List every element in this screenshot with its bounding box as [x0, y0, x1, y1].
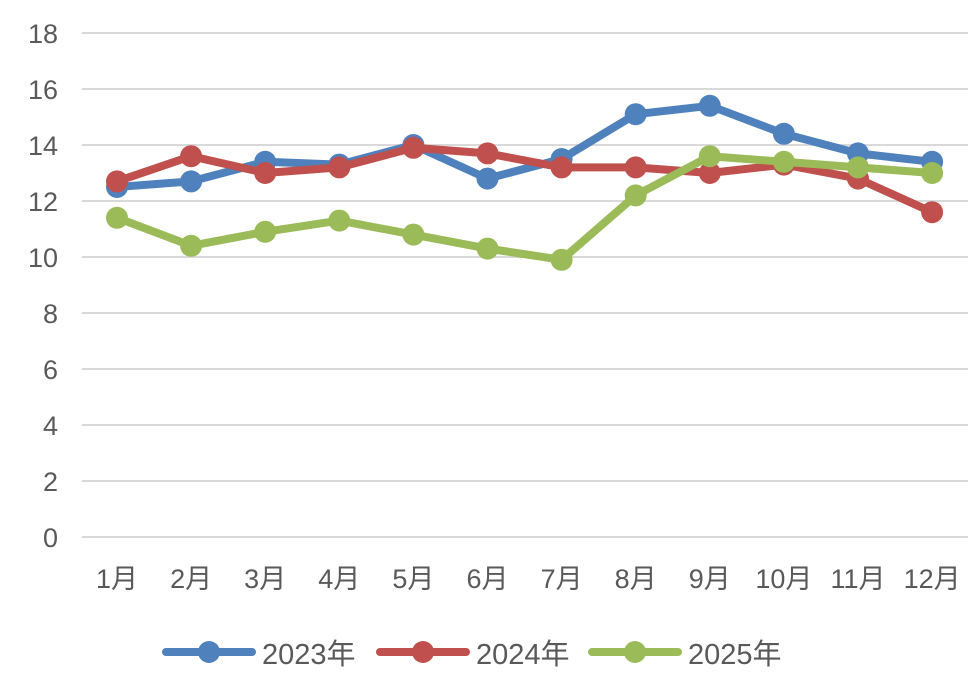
data-point — [698, 145, 721, 168]
legend-marker — [198, 641, 220, 663]
legend-marker — [624, 641, 646, 663]
x-tick-label: 5月 — [392, 564, 434, 594]
legend-label: 2024年 — [476, 638, 570, 671]
data-point — [624, 156, 647, 179]
x-tick-label: 3月 — [244, 564, 286, 594]
y-tick-label: 6 — [43, 355, 58, 385]
y-tick-label: 12 — [28, 187, 58, 217]
x-tick-label: 9月 — [689, 564, 731, 594]
data-point — [847, 156, 869, 179]
series-line — [113, 101, 937, 191]
series-1 — [106, 94, 944, 198]
x-tick-label: 2月 — [170, 564, 212, 594]
legend-label: 2025年 — [688, 638, 782, 671]
legend-marker — [412, 641, 434, 663]
data-point — [476, 167, 499, 190]
series-2 — [106, 136, 944, 224]
data-point — [772, 122, 795, 145]
y-tick-label: 16 — [28, 75, 58, 105]
x-tick-label: 8月 — [615, 564, 657, 594]
series-line — [113, 152, 937, 264]
x-tick-label: 1月 — [96, 564, 138, 594]
data-point — [624, 184, 647, 207]
data-point — [402, 223, 425, 246]
legend-item: 2023年 — [162, 638, 356, 671]
data-point — [402, 136, 425, 159]
series-lines — [106, 94, 944, 271]
data-point — [328, 209, 351, 232]
legend-label: 2023年 — [262, 638, 356, 671]
y-tick-label: 4 — [43, 411, 58, 441]
series-3 — [106, 145, 944, 271]
data-point — [476, 237, 499, 260]
y-tick-label: 0 — [43, 523, 58, 553]
data-point — [180, 234, 203, 257]
data-point — [106, 170, 128, 193]
y-tick-label: 8 — [43, 299, 58, 329]
data-point — [328, 156, 351, 179]
data-point — [550, 156, 573, 179]
data-point — [254, 162, 277, 184]
y-tick-label: 2 — [43, 467, 58, 497]
x-tick-label: 12月 — [904, 564, 961, 594]
data-point — [550, 248, 573, 271]
x-tick-label: 6月 — [466, 564, 508, 594]
x-tick-label: 4月 — [318, 564, 360, 594]
data-point — [698, 94, 721, 117]
y-tick-label: 10 — [28, 243, 58, 273]
data-point — [698, 162, 721, 184]
legend-item: 2024年 — [376, 638, 570, 671]
legend-item: 2025年 — [588, 638, 782, 671]
x-tick-label: 7月 — [541, 564, 583, 594]
data-point — [106, 206, 128, 229]
data-point — [921, 201, 944, 224]
data-point — [254, 220, 277, 243]
series-line — [113, 143, 937, 217]
y-tick-label: 18 — [28, 19, 58, 49]
x-tick-label: 10月 — [755, 564, 812, 594]
data-point — [624, 103, 647, 126]
data-point — [772, 150, 795, 173]
y-tick-label: 14 — [28, 131, 58, 161]
x-axis-tick-labels: 1月 2月 3月 4月 5月 6月 7月 8月 9月 10月 11月 12月 — [96, 564, 961, 594]
data-point — [180, 145, 203, 168]
y-axis-tick-labels: 0 2 4 6 8 10 12 14 16 18 — [28, 19, 58, 553]
legend: 2023年 2024年 2025年 — [162, 638, 782, 671]
data-point — [180, 170, 203, 193]
x-tick-label: 11月 — [830, 564, 885, 594]
data-point — [476, 142, 499, 165]
gridlines — [82, 32, 968, 538]
data-point — [921, 162, 944, 184]
